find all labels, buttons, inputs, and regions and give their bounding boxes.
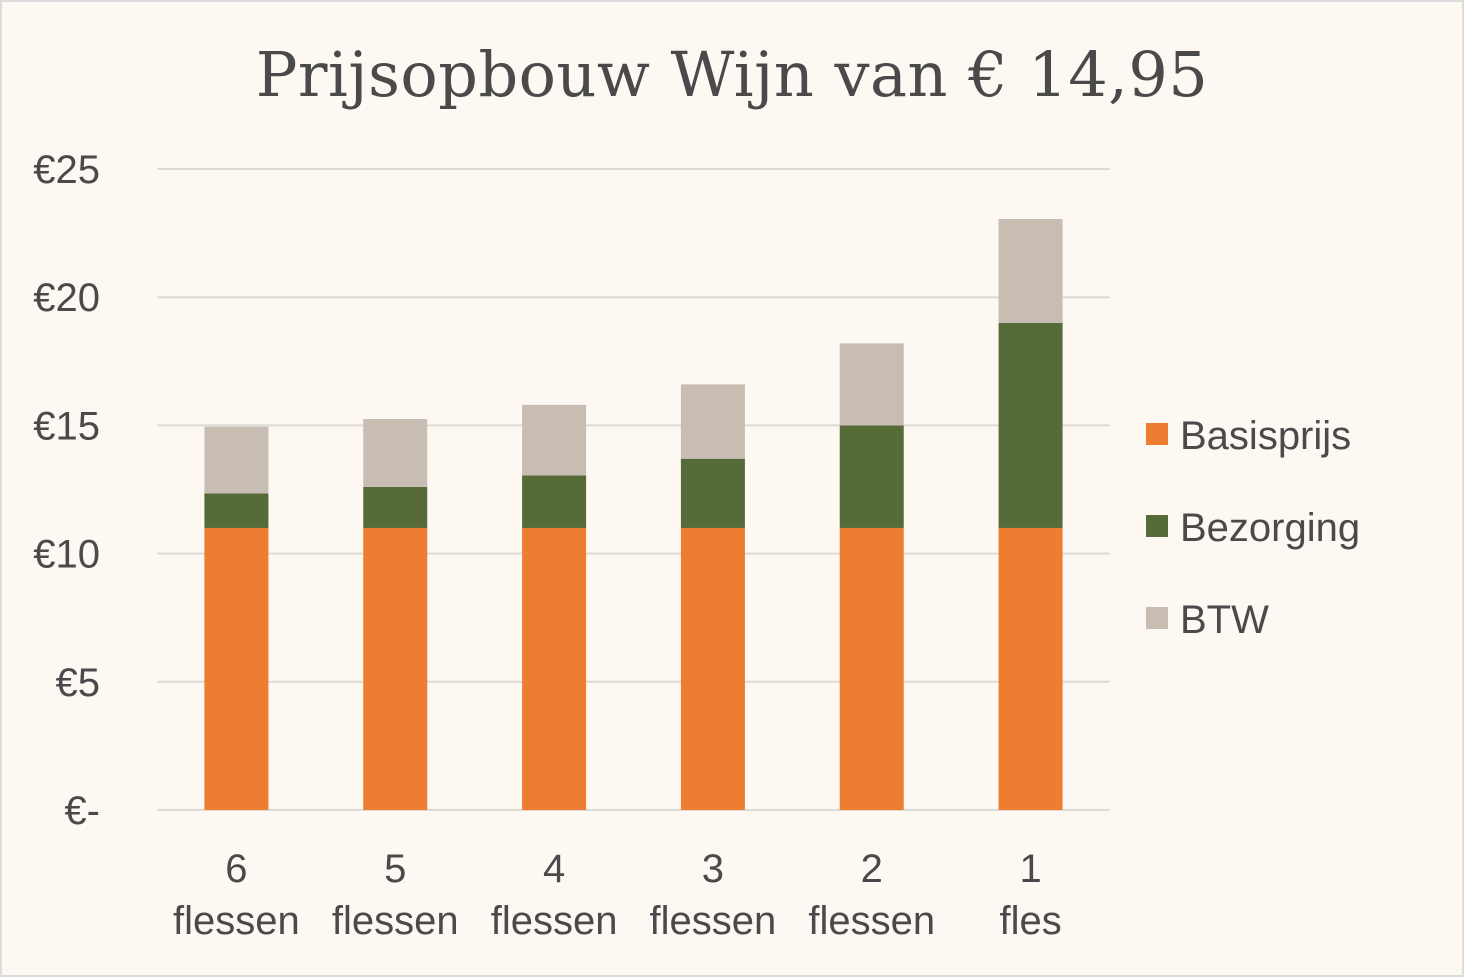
bar-segment [680,384,745,459]
legend-swatch [1146,515,1168,537]
bar-segment [363,527,428,810]
x-tick-label: 2 [861,847,883,891]
bar-segment [363,486,428,528]
x-tick-label: flessen [491,899,618,943]
x-tick-label: 4 [543,847,565,891]
x-tick-label: flessen [808,899,935,943]
legend-label: BTW [1180,598,1269,642]
bar-segment [839,425,904,528]
bar-segment [522,404,587,476]
x-tick-label: flessen [332,899,459,943]
x-tick-label: flessen [650,899,777,943]
y-tick-label: €15 [33,404,100,448]
x-tick-label: 3 [702,847,724,891]
x-tick-label: flessen [173,899,300,943]
bar-segment [204,426,269,494]
y-tick-label: €10 [33,533,100,577]
x-tick-label: 5 [384,847,406,891]
legend-label: Basisprijs [1180,414,1351,458]
y-tick-label: €25 [33,148,100,192]
bar-segment [998,322,1063,528]
x-tick-label: fles [999,899,1061,943]
chart-title: Prijsopbouw Wijn van € 14,95 [255,38,1209,111]
x-tick-label: 1 [1019,847,1041,891]
bar-segment [680,527,745,810]
x-tick-label: 6 [225,847,247,891]
legend-label: Bezorging [1180,506,1360,550]
bar-segment [522,527,587,810]
bar-segment [680,458,745,528]
y-tick-label: €5 [56,661,101,705]
bar-segment [839,343,904,426]
bar-segment [839,527,904,810]
bar-segment [522,475,587,528]
legend-swatch [1146,423,1168,445]
bar-segment [204,527,269,810]
legend-swatch [1146,607,1168,629]
bar-segment [998,218,1063,323]
bar-segment [204,493,269,528]
bar-segment [363,418,428,487]
y-tick-label: €20 [33,276,100,320]
bar-segment [998,527,1063,810]
y-tick-label: €- [64,789,100,833]
